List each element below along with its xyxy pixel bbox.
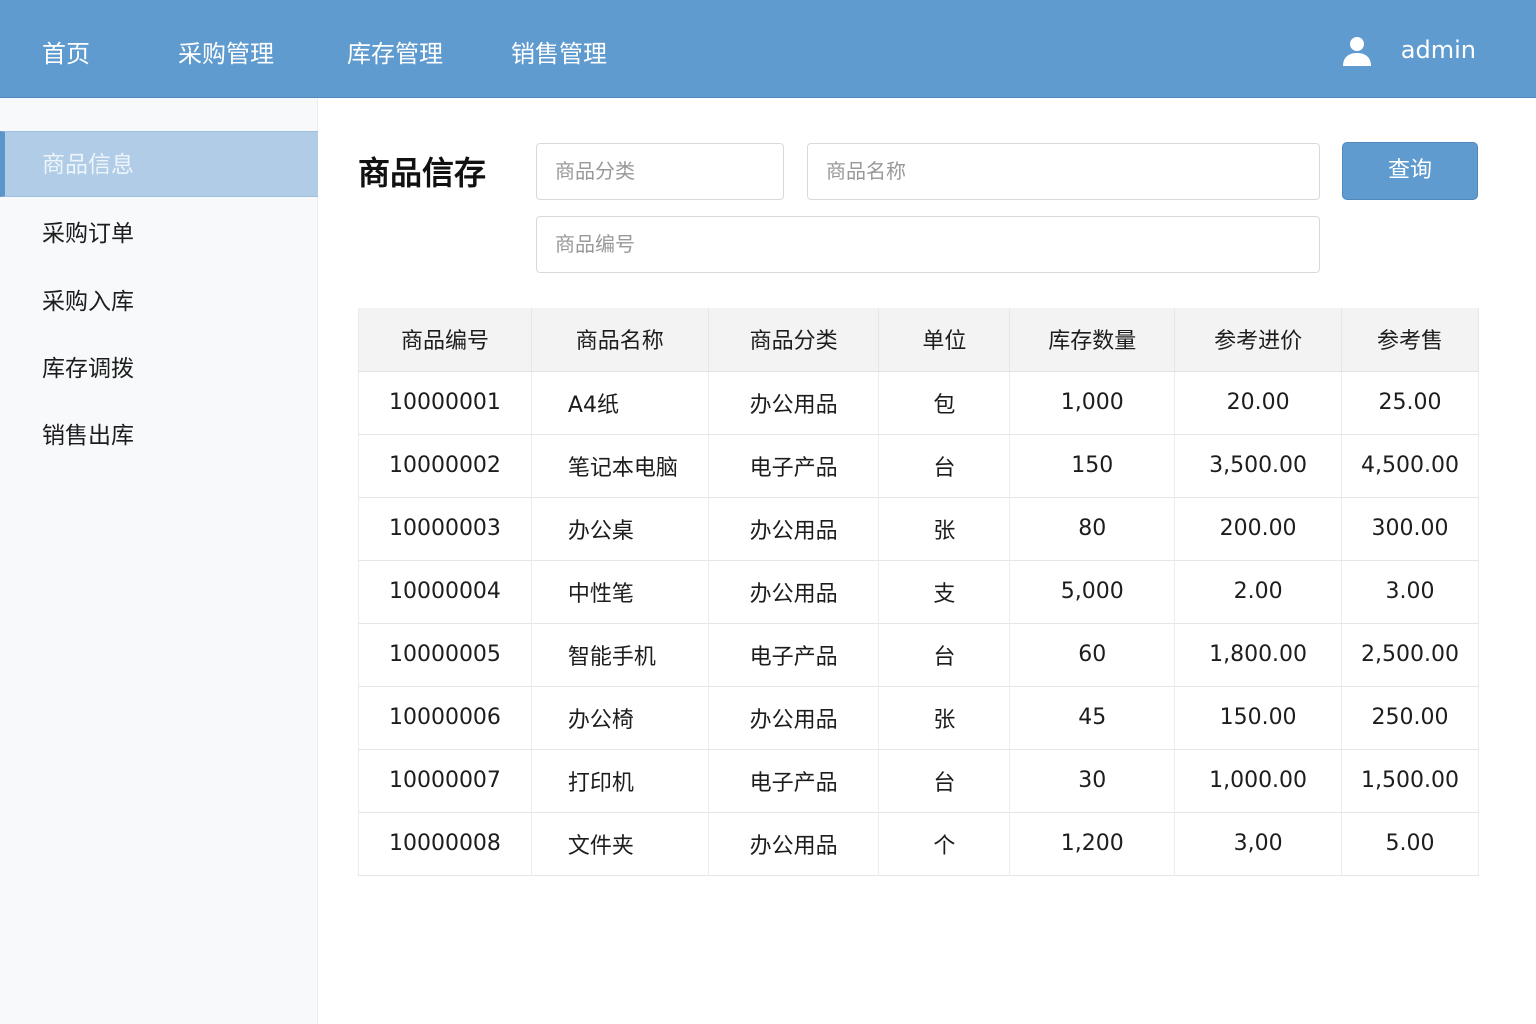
table-cell: A4纸 [531,371,709,435]
column-header: 库存数量 [1009,308,1176,372]
table-cell: 150 [1009,434,1176,498]
nav-home[interactable]: 首页 [42,40,90,68]
table-cell: 250.00 [1341,686,1479,750]
column-header: 商品编号 [358,308,532,372]
table-cell: 1,000 [1009,371,1176,435]
column-header: 参考售 [1341,308,1479,372]
sidebar-item-stock-transfer[interactable]: 库存调拨 [42,356,134,382]
table-cell: 4,500.00 [1341,434,1479,498]
table-cell: 80 [1009,497,1176,561]
nav-inventory[interactable]: 库存管理 [347,40,443,68]
table-cell: 办公椅 [531,686,709,750]
table-row[interactable]: 10000004 中性笔 办公用品支 5,000 2.00 3.00 [358,560,1479,624]
table-cell: 办公用品 [708,686,880,750]
table-cell: 张 [878,497,1011,561]
table-cell: 5,000 [1009,560,1176,624]
sidebar-item-purchase-order[interactable]: 采购订单 [42,221,134,247]
table-cell: 10000007 [358,749,532,813]
table-cell: 电子产品 [708,623,880,687]
table-cell: 包 [878,371,1011,435]
table-cell: 办公用品 [708,812,880,876]
table-row[interactable]: 10000006 办公椅 办公用品张 45 150.00 250.00 [358,686,1479,750]
table-cell: 20.00 [1174,371,1343,435]
sidebar-item-sales-outbound[interactable]: 销售出库 [42,423,134,449]
table-cell: 办公用品 [708,371,880,435]
user-menu[interactable]: admin [1341,34,1476,66]
table-cell: 张 [878,686,1011,750]
table-cell: 10000003 [358,497,532,561]
table-cell: 45 [1009,686,1176,750]
table-cell: 30 [1009,749,1176,813]
sidebar-item-product-info[interactable]: 商品信息 [0,131,318,197]
table-cell: 10000002 [358,434,532,498]
nav-sales[interactable]: 销售管理 [511,40,607,68]
nav-purchase[interactable]: 采购管理 [178,40,274,68]
table-cell: 300.00 [1341,497,1479,561]
table-cell: 笔记本电脑 [531,434,709,498]
user-icon [1342,37,1371,66]
sidebar: 商品信息 采购订单 采购入库 库存调拨 销售出库 [0,98,318,1024]
table-cell: 3,00 [1174,812,1343,876]
table-cell: 办公用品 [708,497,880,561]
search-button[interactable]: 查询 [1342,142,1478,200]
table-row[interactable]: 10000002 笔记本电脑 电子产品台 150 3,500.00 4,500.00 [358,434,1479,498]
table-cell: 个 [878,812,1011,876]
code-input[interactable]: 商品编号 [536,216,1320,273]
column-header: 单位 [878,308,1011,372]
table-cell: 10000008 [358,812,532,876]
table-cell: 60 [1009,623,1176,687]
table-cell: 台 [878,434,1011,498]
table-cell: 10000004 [358,560,532,624]
table-cell: 10000006 [358,686,532,750]
sidebar-item-purchase-inbound[interactable]: 采购入库 [42,289,134,315]
table-cell: 办公用品 [708,560,880,624]
column-header: 商品分类 [708,308,880,372]
table-cell: 办公桌 [531,497,709,561]
table-cell: 200.00 [1174,497,1343,561]
table-cell: 1,500.00 [1341,749,1479,813]
table-cell: 150.00 [1174,686,1343,750]
table-cell: 3.00 [1341,560,1479,624]
table-row[interactable]: 10000008 文件夹 办公用品个 1,200 3,00 5.00 [358,812,1479,876]
table-cell: 电子产品 [708,749,880,813]
product-table: 商品编号 商品名称 商品分类 单位 库存数量 参考进价 参考售 10000001 A4纸 办公用… [358,308,1479,876]
table-cell: 10000001 [358,371,532,435]
table-cell: 1,000.00 [1174,749,1343,813]
name-input[interactable]: 商品名称 [807,143,1320,200]
table-cell: 打印机 [531,749,709,813]
table-cell: 1,800.00 [1174,623,1343,687]
table-row[interactable]: 10000007 打印机 电子产品台 30 1,000.00 1,500.00 [358,749,1479,813]
table-cell: 支 [878,560,1011,624]
username: admin [1400,36,1476,64]
table-cell: 文件夹 [531,812,709,876]
table-row[interactable]: 10000005 智能手机 电子产品台 60 1,800.00 2,500.00 [358,623,1479,687]
table-cell: 25.00 [1341,371,1479,435]
column-header: 参考进价 [1174,308,1343,372]
column-header: 商品名称 [531,308,709,372]
table-cell: 智能手机 [531,623,709,687]
table-cell: 2,500.00 [1341,623,1479,687]
table-cell: 台 [878,749,1011,813]
table-cell: 中性笔 [531,560,709,624]
table-cell: 电子产品 [708,434,880,498]
page-title: 商品信存 [358,154,487,192]
table-cell: 3,500.00 [1174,434,1343,498]
table-cell: 台 [878,623,1011,687]
table-cell: 5.00 [1341,812,1479,876]
category-input[interactable]: 商品分类 [536,143,784,200]
table-cell: 2.00 [1174,560,1343,624]
table-row[interactable]: 10000001 A4纸 办公用品包 1,000 20.00 25.00 [358,371,1479,435]
top-nav-bar: 首页 采购管理 库存管理 销售管理 admin [0,0,1536,98]
table-cell: 1,200 [1009,812,1176,876]
table-row[interactable]: 10000003 办公桌 办公用品张 80 200.00 300.00 [358,497,1479,561]
table-cell: 10000005 [358,623,532,687]
